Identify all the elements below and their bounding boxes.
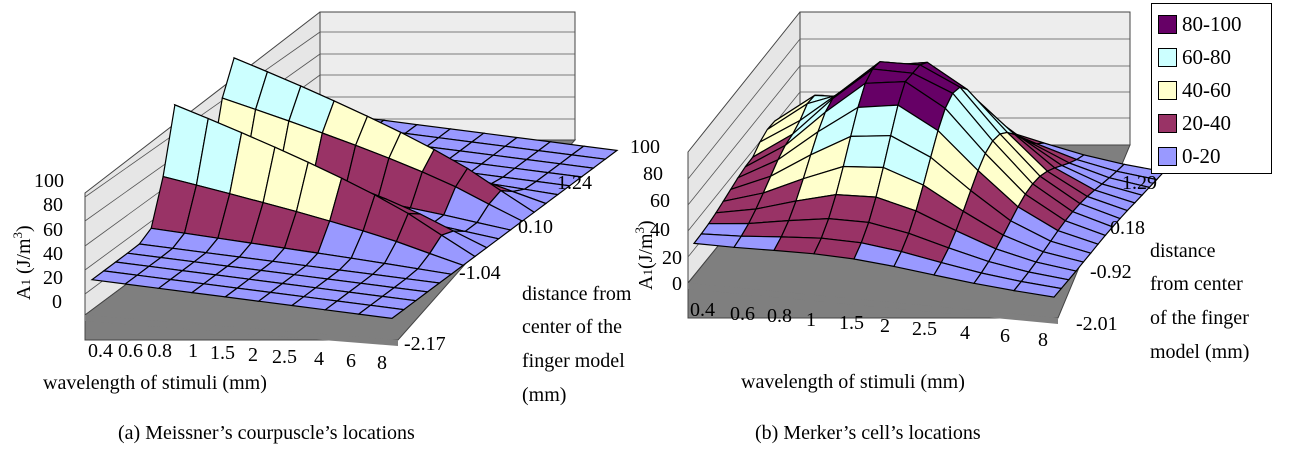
legend-label: 0-20 bbox=[1182, 144, 1221, 168]
chart-a-x-tick: 0.8 bbox=[147, 340, 172, 362]
chart-b-z-tick: 40 bbox=[650, 219, 670, 241]
chart-b-surface-cell bbox=[1012, 280, 1063, 298]
chart-b-x-tick: 8 bbox=[1038, 329, 1048, 351]
chart-a-z-tick: 80 bbox=[43, 194, 63, 216]
chart-a-z-tick: 40 bbox=[43, 243, 63, 265]
legend-swatch bbox=[1158, 147, 1177, 166]
chart-a: 0 20 40 60 80 100 A1 (J/m3) 0.4 0.6 0.8 … bbox=[10, 11, 632, 406]
chart-a-x-tick: 0.6 bbox=[118, 340, 143, 362]
chart-a-y-tick: -1.04 bbox=[459, 262, 501, 284]
chart-a-x-tick: 8 bbox=[377, 352, 387, 374]
chart-b-y-tick: -0.92 bbox=[1090, 261, 1132, 283]
chart-a-surface bbox=[90, 56, 619, 320]
legend-item-20-40: 20-40 bbox=[1158, 107, 1271, 140]
chart-b-surface-cell bbox=[827, 193, 877, 224]
caption-a: (a) Meissner’s courpuscle’s locations bbox=[118, 422, 415, 444]
chart-a-y-label-line: center of the bbox=[522, 316, 622, 338]
chart-a-y-axis: 1.24 0.10 -1.04 -2.17 bbox=[404, 172, 592, 355]
chart-b-y-label-line: model (mm) bbox=[1150, 341, 1249, 363]
chart-b-y-axis: 1.29 0.18 -0.92 -2.01 bbox=[1076, 172, 1157, 335]
chart-b-x-tick: 6 bbox=[1000, 325, 1010, 347]
chart-b-surface-cell bbox=[835, 165, 885, 198]
chart-b-x-tick: 2 bbox=[880, 315, 890, 337]
chart-b-x-tick: 2.5 bbox=[912, 318, 937, 340]
legend-item-60-80: 60-80 bbox=[1158, 41, 1271, 74]
chart-b-x-tick: 0.6 bbox=[730, 303, 755, 325]
chart-a-z-label: A1 (J/m3) bbox=[10, 225, 35, 300]
legend-swatch bbox=[1158, 114, 1177, 133]
chart-b-x-tick: 1 bbox=[806, 309, 816, 331]
chart-b-x-tick: 0.8 bbox=[767, 305, 792, 327]
chart-b-surface-cell bbox=[842, 135, 892, 169]
chart-b-surface-cell bbox=[740, 219, 790, 238]
chart-b-y-label-line: distance bbox=[1150, 240, 1216, 262]
chart-a-z-axis: 0 20 40 60 80 100 bbox=[34, 170, 64, 313]
chart-b-y-label-line: of the finger bbox=[1150, 307, 1249, 329]
chart-b-z-tick: 20 bbox=[662, 247, 682, 269]
chart-a-x-axis: 0.4 0.6 0.8 1 1.5 2 2.5 4 6 8 bbox=[88, 340, 387, 374]
legend-item-40-60: 40-60 bbox=[1158, 74, 1271, 107]
legend-label: 20-40 bbox=[1182, 111, 1231, 135]
chart-a-x-tick: 2.5 bbox=[272, 346, 297, 368]
chart-b: 0 20 40 60 80 100 A1(J/m3) 0.4 0.6 0.8 1… bbox=[630, 11, 1249, 393]
chart-a-x-tick: 6 bbox=[346, 350, 356, 372]
chart-a-front-edge bbox=[85, 315, 398, 346]
chart-a-z-tick: 100 bbox=[34, 170, 64, 192]
legend-swatch bbox=[1158, 48, 1177, 67]
chart-b-z-axis: 0 20 40 60 80 100 bbox=[630, 136, 682, 295]
chart-a-x-tick: 2 bbox=[248, 344, 258, 366]
chart-b-surface-cell bbox=[732, 235, 783, 252]
legend-swatch bbox=[1158, 15, 1177, 34]
legend-item-0-20: 0-20 bbox=[1158, 140, 1271, 173]
chart-a-y-tick: 1.24 bbox=[557, 172, 592, 194]
chart-a-x-tick: 1 bbox=[188, 340, 198, 362]
chart-a-y-label-line: (mm) bbox=[522, 384, 566, 406]
chart-a-y-tick: -2.17 bbox=[404, 333, 446, 355]
chart-a-x-tick: 0.4 bbox=[88, 340, 113, 362]
legend-label: 60-80 bbox=[1182, 45, 1231, 69]
chart-b-x-tick: 1.5 bbox=[839, 312, 864, 334]
caption-b: (b) Merker’s cell’s locations bbox=[755, 422, 981, 444]
chart-b-x-tick: 4 bbox=[960, 322, 970, 344]
chart-a-x-tick: 1.5 bbox=[210, 342, 235, 364]
chart-a-z-tick: 20 bbox=[43, 267, 63, 289]
chart-b-surface-cell bbox=[780, 217, 830, 239]
chart-a-y-label: distance from center of the finger model… bbox=[522, 283, 632, 406]
chart-b-surface bbox=[692, 60, 1166, 298]
chart-a-z-tick: 60 bbox=[43, 219, 63, 241]
legend: 80-100 60-80 40-60 20-40 0-20 bbox=[1151, 3, 1272, 174]
chart-a-y-label-line: finger model bbox=[522, 350, 625, 372]
chart-b-z-tick: 60 bbox=[650, 190, 670, 212]
chart-b-surface-cell bbox=[849, 104, 899, 138]
chart-a-surface-cell bbox=[357, 304, 406, 320]
chart-a-z-tick: 0 bbox=[52, 291, 62, 313]
chart-b-surface-cell bbox=[773, 236, 823, 255]
chart-b-y-tick: 1.29 bbox=[1122, 172, 1157, 194]
chart-b-x-axis: 0.4 0.6 0.8 1 1.5 2 2.5 4 6 8 bbox=[690, 299, 1048, 351]
legend-label: 80-100 bbox=[1182, 12, 1242, 36]
chart-b-y-label-line: from center bbox=[1150, 273, 1243, 295]
chart-b-y-label: distance from center of the finger model… bbox=[1150, 240, 1249, 363]
chart-a-x-tick: 4 bbox=[314, 348, 324, 370]
chart-b-y-tick: 0.18 bbox=[1110, 217, 1145, 239]
chart-a-x-label: wavelength of stimuli (mm) bbox=[43, 372, 267, 394]
chart-b-x-label: wavelength of stimuli (mm) bbox=[741, 371, 965, 393]
chart-a-y-label-line: distance from bbox=[522, 283, 632, 305]
legend-label: 40-60 bbox=[1182, 78, 1231, 102]
chart-a-y-tick: 0.10 bbox=[518, 216, 553, 238]
chart-b-z-tick: 100 bbox=[630, 136, 660, 158]
chart-b-z-tick: 0 bbox=[672, 273, 682, 295]
chart-b-x-tick: 0.4 bbox=[690, 299, 715, 321]
chart-b-y-tick: -2.01 bbox=[1076, 313, 1118, 335]
chart-b-front-edge bbox=[688, 283, 1058, 324]
legend-swatch bbox=[1158, 81, 1177, 100]
legend-item-80-100: 80-100 bbox=[1158, 8, 1271, 41]
chart-b-z-tick: 80 bbox=[643, 163, 663, 185]
